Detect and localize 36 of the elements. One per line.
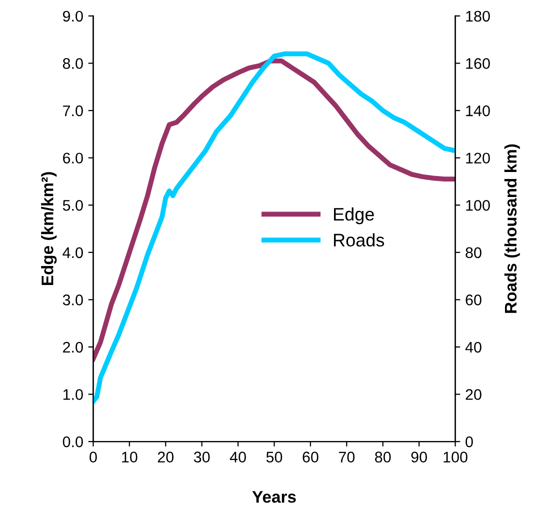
y2-tick-label: 180 (466, 10, 490, 22)
y2-tick-label: 160 (466, 58, 490, 69)
x-tick-label: 0 (90, 452, 97, 463)
y-tick-label: 0.0 (62, 436, 83, 448)
y2-tick-label: 120 (466, 152, 490, 164)
x-tick-label: 10 (122, 452, 138, 463)
x-tick-label: 60 (302, 452, 318, 463)
x-axis-title: Years (252, 491, 296, 503)
x-tick-label: 100 (444, 452, 468, 463)
y2-tick-label: 60 (466, 294, 482, 306)
x-tick-label: 80 (375, 452, 391, 463)
y-tick-label: 2.0 (63, 342, 83, 353)
y2-tick-label: 40 (465, 342, 482, 353)
y2-tick-label: 20 (466, 389, 482, 400)
y-tick-label: 5.0 (62, 200, 83, 211)
legend-label: Roads (334, 233, 384, 247)
y-tick-label: 1.0 (63, 389, 83, 400)
legend-label: Edge (334, 207, 374, 224)
y-tick-label: 6.0 (63, 152, 83, 164)
x-tick-label: 70 (338, 452, 355, 463)
y2-tick-label: 80 (466, 247, 482, 258)
y-tick-label: 9.0 (62, 10, 83, 22)
y2-tick-label: 140 (466, 105, 490, 116)
y2-tick-label: 0 (466, 436, 473, 448)
y-tick-label: 4.0 (62, 247, 83, 258)
y-axis-title: Edge (km/km²) (41, 172, 57, 286)
x-tick-label: 40 (230, 452, 246, 463)
y-tick-label: 7.0 (63, 105, 83, 116)
x-tick-label: 20 (158, 452, 174, 463)
x-tick-label: 90 (411, 452, 427, 463)
y2-axis-title: Roads (thousand km) (504, 144, 520, 313)
y2-tick-label: 100 (466, 200, 490, 211)
x-tick-label: 30 (194, 452, 210, 463)
x-tick-label: 50 (266, 452, 282, 463)
y-tick-label: 8.0 (62, 58, 83, 69)
y-tick-label: 3.0 (62, 294, 83, 306)
